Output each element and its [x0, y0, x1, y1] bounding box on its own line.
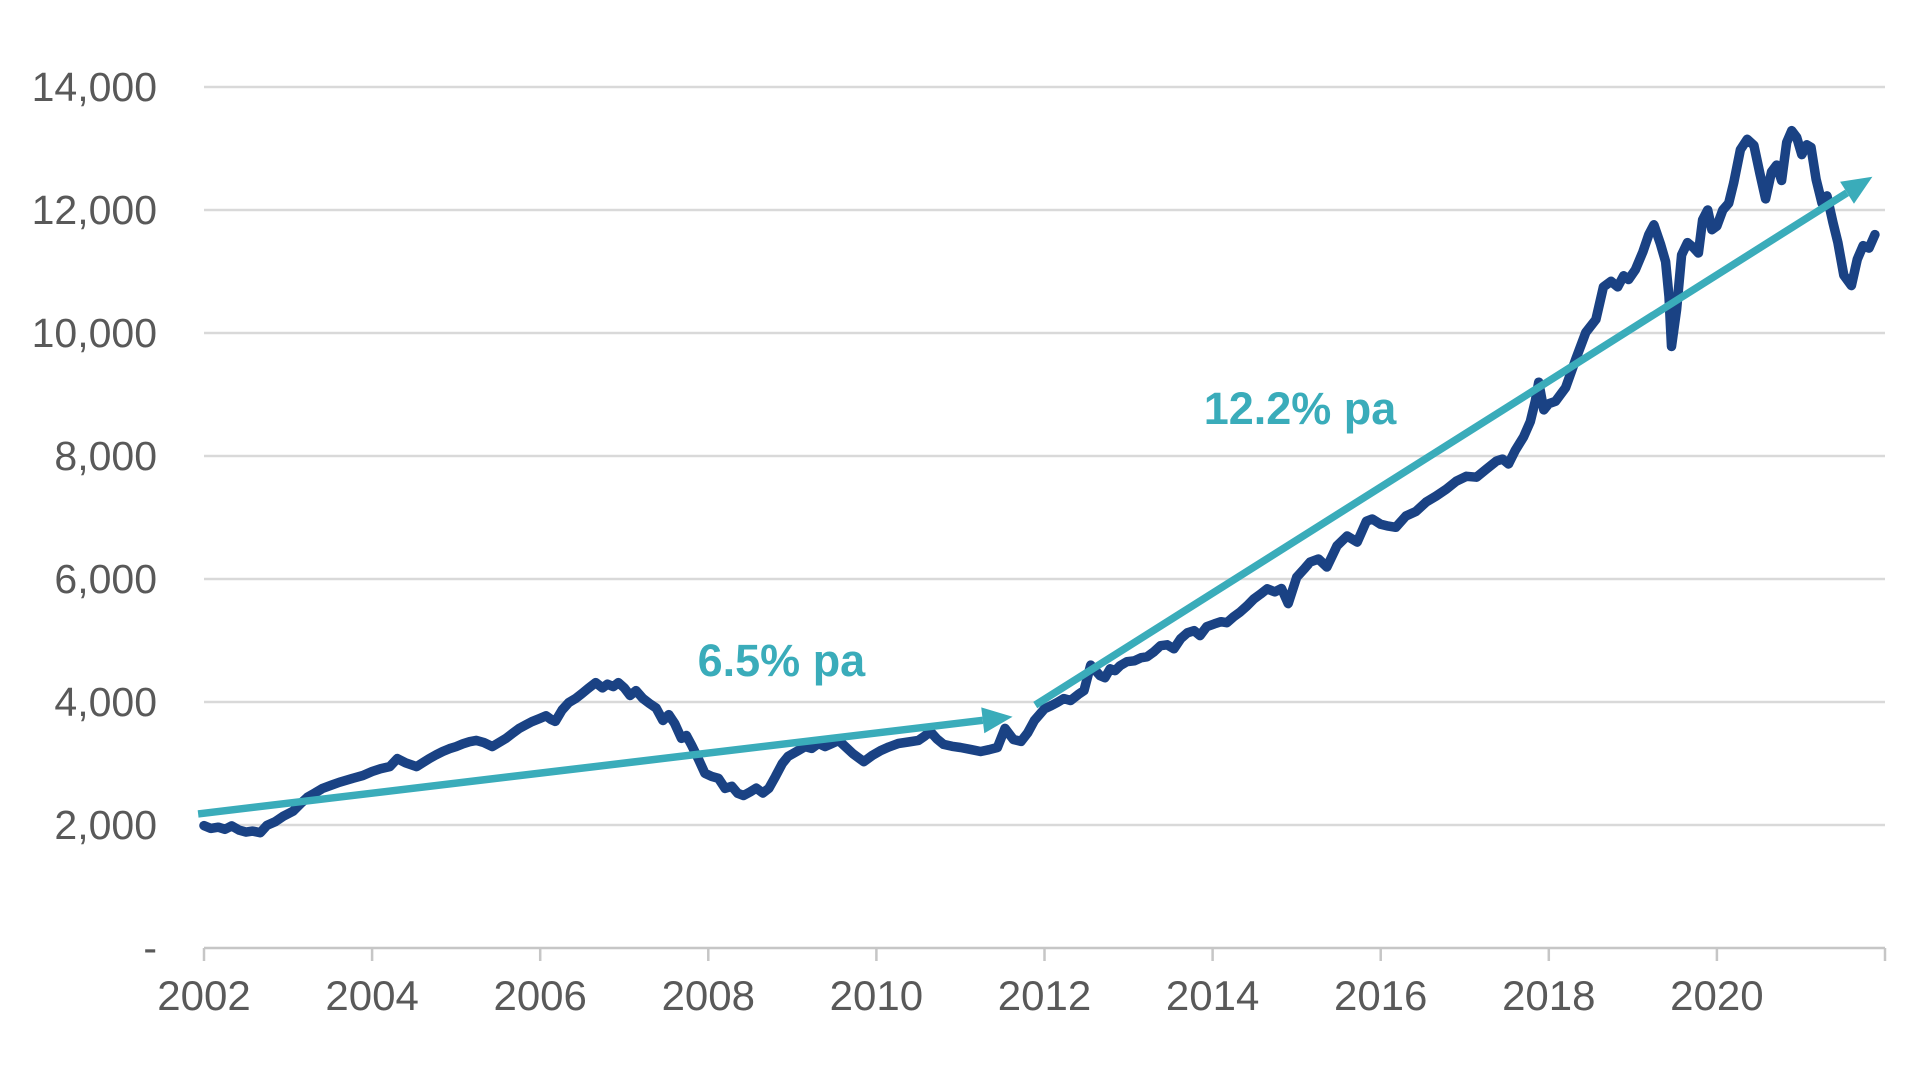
x-tick-label: 2014 [1166, 972, 1259, 1019]
x-tick-label: 2010 [830, 972, 923, 1019]
x-tick-label: 2002 [157, 972, 250, 1019]
x-tick-label: 2006 [493, 972, 586, 1019]
y-tick-label: 14,000 [32, 64, 157, 110]
y-tick-label: 8,000 [54, 433, 157, 479]
y-tick-label: - [143, 925, 157, 971]
trend-arrow-line-2 [1033, 189, 1850, 709]
x-tick-label: 2004 [325, 972, 418, 1019]
trend-label-2: 12.2% pa [1204, 383, 1398, 434]
y-tick-label: 4,000 [54, 679, 157, 725]
trend-arrow-line-1 [197, 716, 984, 818]
index-series-line [199, 125, 1880, 838]
trend-arrowhead-2 [1840, 176, 1873, 204]
trend-label-1: 6.5% pa [698, 635, 867, 686]
y-tick-label: 2,000 [54, 802, 157, 848]
trend-arrowhead-1 [981, 707, 1013, 734]
x-tick-label: 2018 [1502, 972, 1595, 1019]
y-tick-label: 6,000 [54, 556, 157, 602]
x-tick-label: 2020 [1670, 972, 1763, 1019]
y-tick-label: 10,000 [32, 310, 157, 356]
x-tick-label: 2012 [998, 972, 1091, 1019]
y-tick-label: 12,000 [32, 187, 157, 233]
x-tick-label: 2016 [1334, 972, 1427, 1019]
x-tick-label: 2008 [662, 972, 755, 1019]
